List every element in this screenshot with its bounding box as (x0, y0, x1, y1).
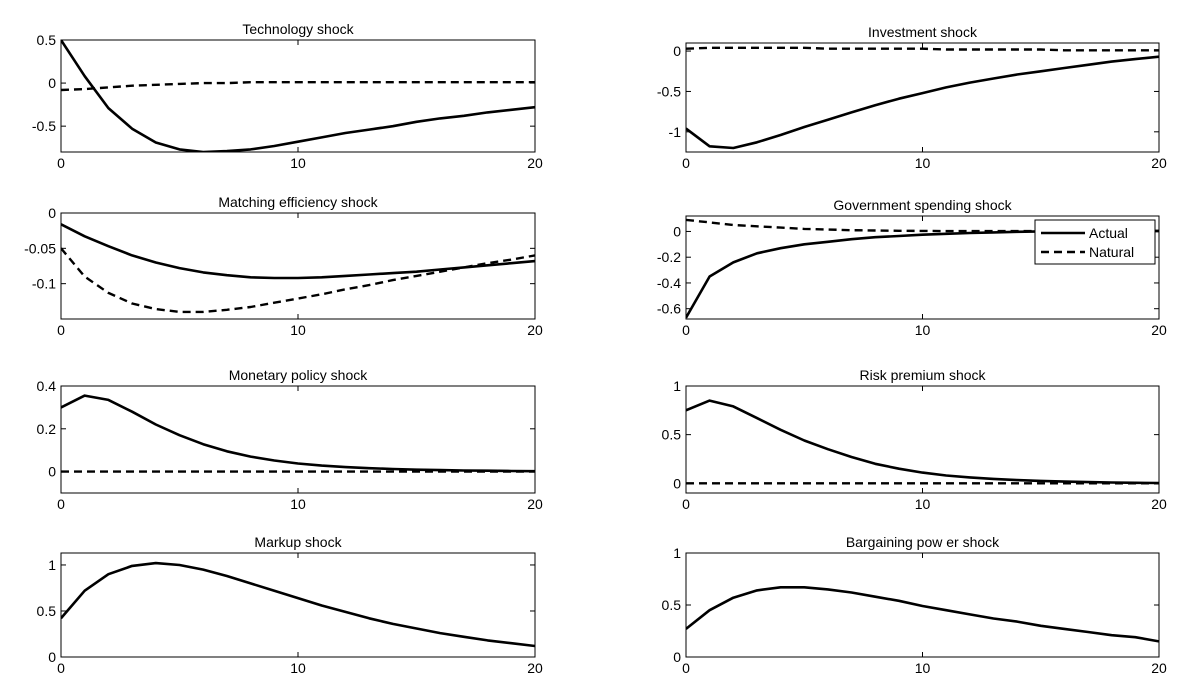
y-tick-label: -0.4 (657, 275, 681, 291)
panel-title: Markup shock (254, 534, 342, 550)
x-tick-label: 20 (1151, 496, 1167, 512)
series-line-actual (61, 561, 535, 648)
x-tick-label: 0 (682, 322, 690, 338)
legend-box (1034, 219, 1156, 265)
axes-frame (685, 385, 1160, 494)
y-tick-label: 0 (673, 475, 681, 491)
series-line-actual (686, 585, 1159, 643)
series-line-natural (61, 80, 535, 92)
panel-6: Risk premium shock 0 10 20 0 0.5 1 (662, 367, 1167, 512)
x-tick-label: 20 (527, 322, 543, 338)
y-tick-label: 0.5 (662, 597, 682, 613)
x-tick-label: 0 (682, 496, 690, 512)
x-tick-label: 10 (915, 155, 931, 171)
legend: Actual Natural (1034, 219, 1156, 265)
y-tick-label: 0 (48, 75, 56, 91)
y-tick-label: -1 (669, 124, 682, 140)
x-tick-label: 20 (527, 660, 543, 676)
x-tick-label: 10 (290, 155, 306, 171)
panel-1: Technology shock 0 10 20 -0.5 0 0.5 (32, 21, 543, 171)
x-tick-label: 0 (57, 496, 65, 512)
axes-frame (685, 42, 1160, 153)
y-tick-label: 0.5 (662, 427, 682, 443)
y-tick-label: 1 (673, 545, 681, 561)
x-tick-label: 10 (915, 322, 931, 338)
x-tick-label: 0 (682, 660, 690, 676)
series-line-natural (61, 247, 535, 314)
x-tick-label: 0 (682, 155, 690, 171)
x-tick-label: 20 (1151, 155, 1167, 171)
legend-label-actual: Actual (1089, 225, 1128, 241)
y-tick-label: 0 (673, 649, 681, 665)
panel-title: Government spending shock (833, 197, 1012, 213)
y-tick-label: 0 (673, 43, 681, 59)
panel-title: Risk premium shock (859, 367, 986, 383)
x-tick-label: 10 (290, 660, 306, 676)
y-tick-label: 1 (673, 378, 681, 394)
x-tick-label: 0 (57, 155, 65, 171)
y-tick-label: 0.4 (37, 378, 57, 394)
series-line-natural (686, 46, 1159, 52)
panel-title: Technology shock (242, 21, 354, 37)
panel-title: Matching efficiency shock (218, 194, 378, 210)
y-tick-label: 0 (48, 649, 56, 665)
y-tick-label: 0.5 (37, 32, 57, 48)
axes-frame (60, 39, 536, 153)
y-tick-label: 0 (48, 464, 56, 480)
axes-frame (60, 385, 536, 494)
y-tick-label: 0 (673, 223, 681, 239)
series-line-actual (61, 223, 535, 280)
x-tick-label: 10 (290, 322, 306, 338)
x-tick-label: 20 (1151, 322, 1167, 338)
panel-title: Investment shock (868, 24, 978, 40)
x-tick-label: 0 (57, 660, 65, 676)
panel-3: Matching efficiency shock 0 10 20 -0.1 -0.05 0 (24, 194, 543, 338)
series-line-actual (686, 55, 1159, 150)
panel-7: Markup shock 0 10 20 0 0.5 1 (37, 534, 543, 676)
panel-title: Bargaining pow er shock (846, 534, 1000, 550)
panel-title: Monetary policy shock (229, 367, 369, 383)
panel-8: Bargaining pow er shock 0 10 20 0 0.5 1 (662, 534, 1167, 676)
x-tick-label: 20 (527, 496, 543, 512)
y-tick-label: -0.2 (657, 249, 681, 265)
series-line-actual (61, 40, 535, 152)
panel-2: Investment shock 0 10 20 -1 -0.5 0 (657, 24, 1167, 171)
y-tick-label: -0.5 (32, 118, 56, 134)
y-tick-label: 0.5 (37, 603, 57, 619)
series-line-actual (686, 399, 1159, 485)
y-tick-label: -0.1 (32, 276, 56, 292)
series-line-actual (61, 394, 535, 473)
panel-4: Government spending shock 0 10 20 -0.6 -0.4 -0… (657, 197, 1167, 338)
x-tick-label: 10 (915, 496, 931, 512)
y-tick-label: -0.5 (657, 83, 681, 99)
y-tick-label: 1 (48, 557, 56, 573)
x-tick-label: 10 (290, 496, 306, 512)
x-tick-label: 0 (57, 322, 65, 338)
axes-frame (60, 552, 536, 658)
y-tick-label: -0.6 (657, 301, 681, 317)
y-tick-label: -0.05 (24, 240, 56, 256)
x-tick-label: 20 (527, 155, 543, 171)
x-tick-label: 10 (915, 660, 931, 676)
y-tick-label: 0 (48, 205, 56, 221)
legend-label-natural: Natural (1089, 244, 1134, 260)
y-tick-label: 0.2 (37, 421, 57, 437)
panel-5: Monetary policy shock 0 10 20 0 0.2 0.4 (37, 367, 543, 512)
x-tick-label: 20 (1151, 660, 1167, 676)
